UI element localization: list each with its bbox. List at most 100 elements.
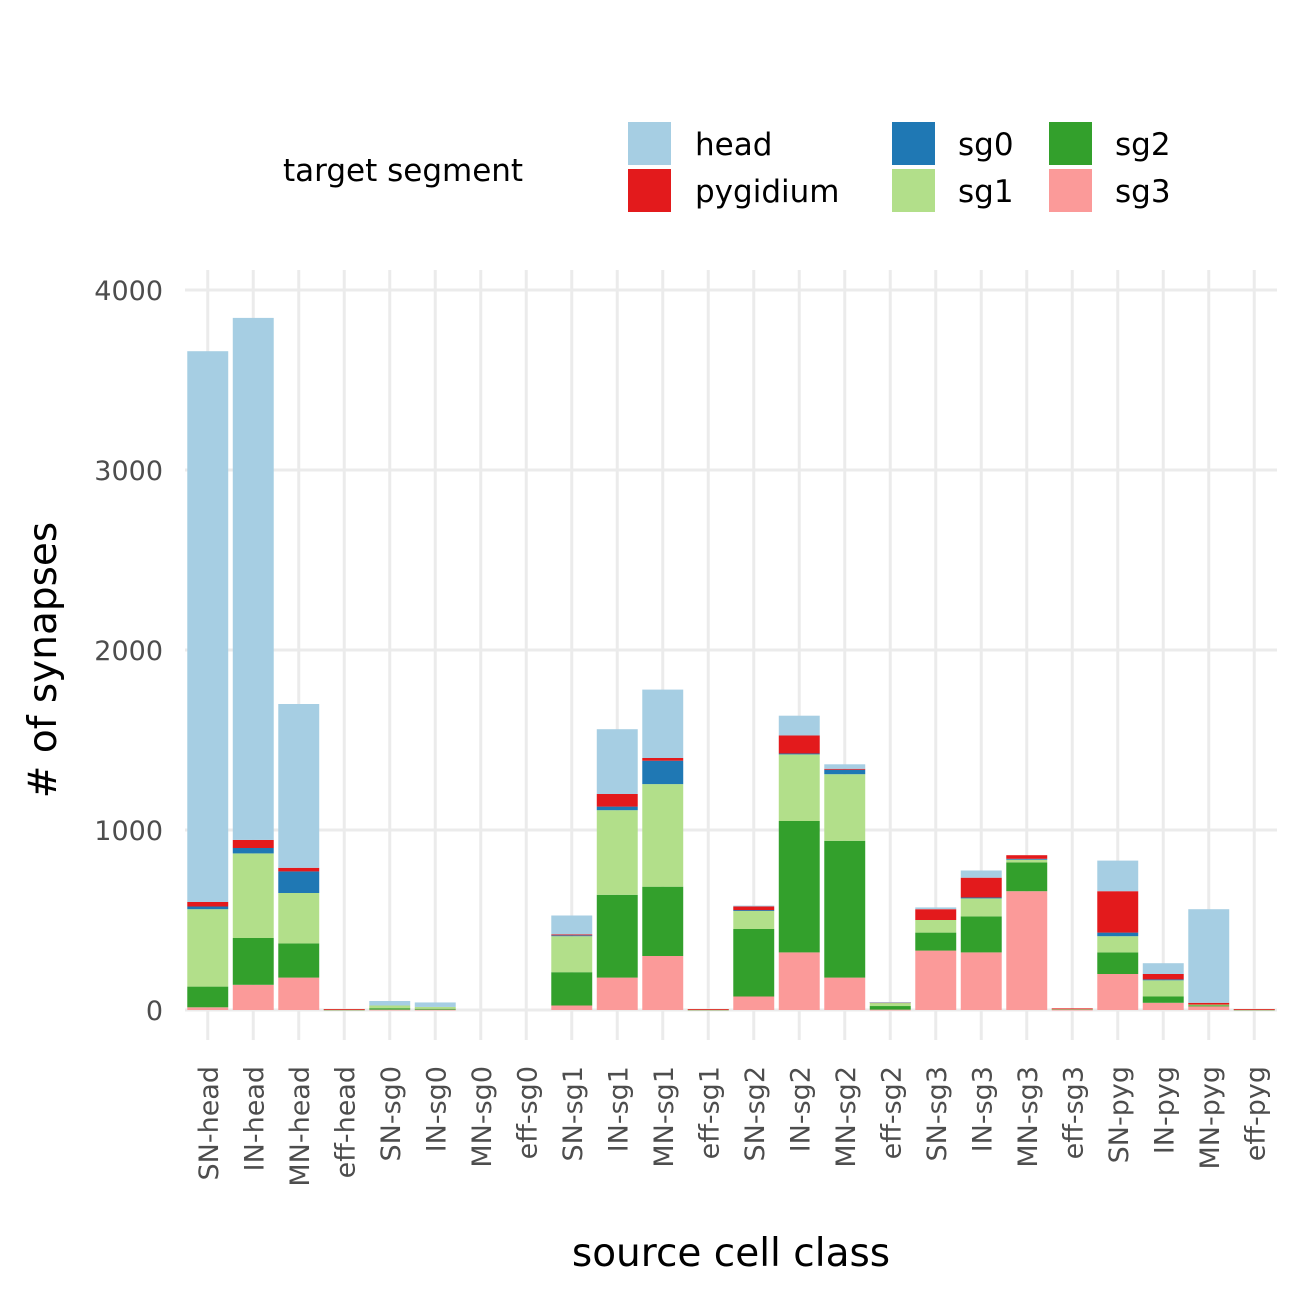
bar-segment-sg0 — [1097, 932, 1139, 937]
bar-segment-sg0 — [824, 769, 866, 775]
bar-segment-sg1 — [187, 909, 229, 987]
legend-key-head — [628, 122, 671, 165]
y-tick-label: 0 — [146, 996, 163, 1027]
bar-segment-sg1 — [1097, 936, 1139, 953]
x-tick-label: IN-head — [239, 1066, 270, 1171]
bar-segment-sg2 — [869, 1006, 911, 1010]
x-tick-label: eff-sg0 — [512, 1066, 543, 1159]
bar-segment-sg0 — [778, 753, 820, 755]
bars-layer — [187, 317, 1275, 1011]
bar-segment-sg1 — [733, 911, 775, 929]
bar-segment-sg1 — [369, 1005, 411, 1009]
bar-segment-sg0 — [1006, 858, 1048, 860]
bar-segment-head — [1142, 963, 1184, 974]
y-axis-ticks: 0 1000 2000 3000 4000 — [94, 276, 163, 1027]
legend-label: sg0 — [958, 127, 1014, 163]
bar-segment-pygidium — [915, 909, 957, 920]
y-tick-label: 1000 — [94, 816, 163, 847]
bar-segment-sg3 — [369, 1009, 411, 1011]
bar-segment-sg0 — [960, 897, 1002, 899]
bar-segment-pygidium — [733, 906, 775, 911]
bar-segment-sg0 — [232, 848, 274, 854]
bar-segment-sg2 — [778, 821, 820, 953]
bar-segment-pygidium — [1142, 974, 1184, 980]
bar-segment-head — [232, 317, 274, 840]
bar-segment-sg1 — [551, 936, 593, 973]
legend-label: sg3 — [1115, 174, 1171, 210]
bar-segment-sg1 — [232, 853, 274, 938]
bar-segment-sg3 — [1006, 891, 1048, 1010]
y-tick-label: 4000 — [94, 276, 163, 307]
x-tick-label: SN-pyg — [1104, 1066, 1135, 1163]
bar-segment-sg1 — [642, 784, 684, 887]
bar-segment-pygidium — [642, 758, 684, 761]
x-tick-label: MN-sg0 — [467, 1066, 498, 1168]
bar-segment-sg2 — [1006, 862, 1048, 892]
bar-segment-sg1 — [915, 920, 957, 933]
x-tick-label: SN-head — [194, 1066, 225, 1181]
bar-segment-sg3 — [824, 977, 866, 1010]
bar-segment-pygidium — [824, 768, 866, 770]
bar-segment-pygidium — [778, 735, 820, 754]
bar-segment-sg0 — [1142, 979, 1184, 981]
x-tick-label: SN-sg1 — [558, 1066, 589, 1161]
bar-segment-sg1 — [278, 893, 320, 944]
bar-segment-sg2 — [642, 886, 684, 956]
bar-segment-sg1 — [596, 810, 638, 895]
bar-segment-sg0 — [187, 906, 229, 910]
bar-segment-head — [869, 1002, 911, 1003]
x-tick-label: IN-sg3 — [967, 1066, 998, 1152]
bar-segment-sg3 — [551, 1005, 593, 1010]
bar-segment-sg0 — [278, 871, 320, 893]
x-tick-label: eff-head — [330, 1066, 361, 1178]
bar-segment-pygidium — [596, 794, 638, 807]
bar-segment-pygidium — [1006, 855, 1048, 859]
bar-segment-sg3 — [733, 996, 775, 1010]
legend-label: sg2 — [1115, 127, 1171, 163]
x-tick-label: eff-sg3 — [1058, 1066, 1089, 1159]
x-tick-label: SN-sg0 — [376, 1066, 407, 1161]
y-tick-label: 2000 — [94, 636, 163, 667]
bar-segment-sg2 — [187, 986, 229, 1008]
bar-segment-sg0 — [642, 760, 684, 785]
bar-segment-sg3 — [187, 1007, 229, 1010]
bar-segment-sg3 — [960, 952, 1002, 1010]
x-tick-label: eff-sg1 — [694, 1066, 725, 1159]
bar-segment-sg1 — [1188, 1004, 1230, 1006]
bar-segment-sg3 — [778, 952, 820, 1010]
x-axis-title: source cell class — [572, 1231, 890, 1276]
bar-segment-head — [1188, 909, 1230, 1003]
bar-segment-sg1 — [869, 1002, 911, 1007]
bar-segment-head — [824, 764, 866, 769]
bar-segment-pygidium — [687, 1009, 729, 1010]
legend-key-sg3 — [1049, 169, 1092, 212]
bar-segment-head — [778, 715, 820, 736]
bar-segment-head — [414, 1002, 456, 1007]
bar-segment-sg2 — [960, 916, 1002, 953]
x-tick-label: MN-head — [285, 1066, 316, 1187]
bar-segment-sg2 — [824, 840, 866, 978]
x-tick-label: IN-sg1 — [603, 1066, 634, 1152]
legend-label: head — [695, 127, 772, 163]
bar-segment-sg3 — [869, 1009, 911, 1011]
bar-segment-sg1 — [960, 898, 1002, 917]
y-axis-title: # of synapses — [21, 522, 66, 798]
bar-segment-head — [642, 689, 684, 758]
bar-segment-sg3 — [414, 1009, 456, 1011]
bar-segment-sg3 — [915, 950, 957, 1010]
legend-key-sg1 — [892, 169, 935, 212]
bar-segment-sg3 — [232, 984, 274, 1010]
bar-segment-pygidium — [1188, 1002, 1230, 1005]
x-tick-label: IN-sg0 — [421, 1066, 452, 1152]
bar-segment-sg3 — [1097, 974, 1139, 1010]
bar-segment-sg1 — [824, 774, 866, 841]
bar-segment-pygidium — [1051, 1008, 1093, 1010]
legend: target segment head pygidium sg0 sg1 sg2 sg3 — [283, 122, 1171, 212]
x-tick-label: MN-sg1 — [649, 1066, 680, 1168]
bar-segment-sg1 — [414, 1006, 456, 1009]
bar-segment-sg3 — [596, 977, 638, 1010]
bar-segment-pygidium — [232, 839, 274, 848]
bar-segment-sg2 — [414, 1008, 456, 1010]
x-tick-label: SN-sg2 — [740, 1066, 771, 1161]
